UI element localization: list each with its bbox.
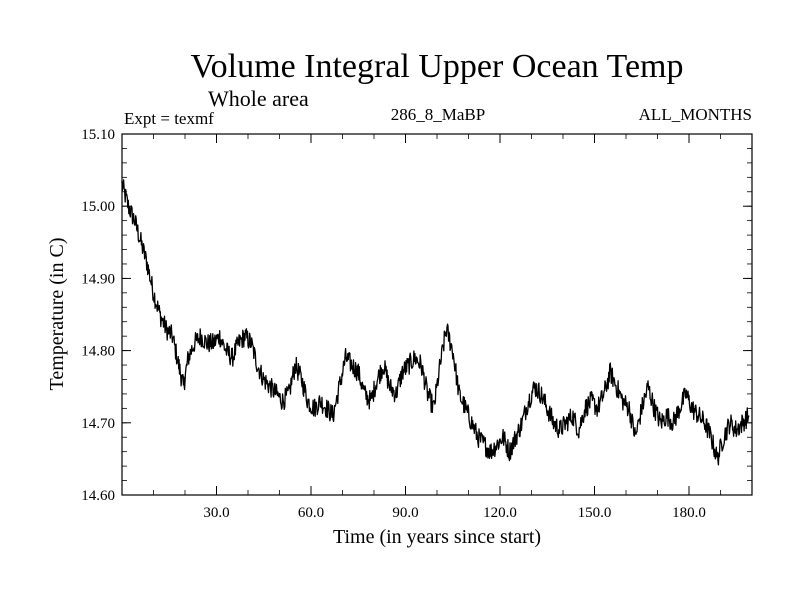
x-tick-label: 30.0 (203, 505, 229, 521)
x-tick-label: 180.0 (672, 505, 706, 521)
x-tick-label: 60.0 (298, 505, 324, 521)
y-tick-label: 14.70 (81, 416, 115, 432)
y-tick-label: 15.00 (81, 199, 115, 215)
y-tick-label: 14.90 (81, 271, 115, 287)
y-tick-label: 14.60 (81, 488, 115, 504)
y-tick-label: 14.80 (81, 344, 115, 360)
temperature-line (121, 179, 750, 466)
y-axis-label: Temperature (in C) (46, 238, 68, 391)
plot-frame (121, 133, 753, 496)
run-id-label: 286_8_MaBP (391, 105, 485, 124)
chart-title: Volume Integral Upper Ocean Temp (191, 48, 684, 85)
y-tick-label: 15.10 (81, 127, 115, 143)
x-tick-label: 90.0 (392, 505, 418, 521)
x-tick-label: 150.0 (578, 505, 612, 521)
x-tick-label: 120.0 (483, 505, 517, 521)
chart-subtitle: Whole area (208, 86, 309, 111)
x-axis-label: Time (in years since start) (333, 526, 541, 548)
x-axis-ticks: 30.0 60.0 90.0 120.0 150.0 180.0 (153, 134, 721, 521)
months-label: ALL_MONTHS (639, 105, 752, 124)
y-axis-ticks: 14.60 14.70 14.80 14.90 15.00 15.10 (81, 127, 752, 504)
experiment-label: Expt = texmf (124, 109, 214, 128)
